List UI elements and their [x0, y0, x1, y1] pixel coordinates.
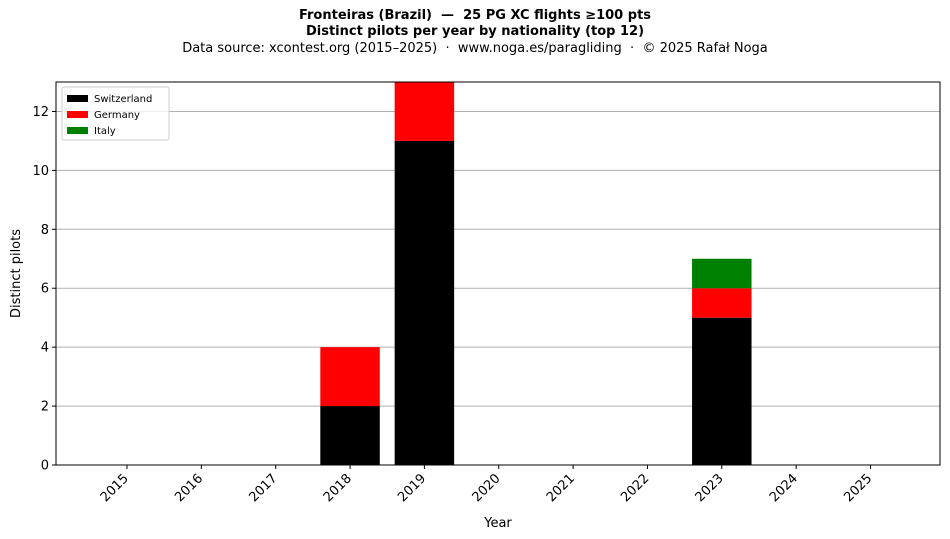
legend-label-italy: Italy — [94, 126, 116, 137]
chart-title-line-2: Distinct pilots per year by nationality … — [305, 24, 645, 39]
x-tick-label: 2020 — [470, 471, 504, 505]
legend-swatch-italy — [67, 127, 88, 134]
y-tick-label: 2 — [41, 400, 49, 415]
bar-italy-2023 — [692, 258, 752, 289]
x-tick-label: 2015 — [98, 471, 132, 505]
x-tick-label: 2019 — [395, 471, 429, 505]
y-tick-label: 6 — [41, 282, 49, 297]
grid-lines — [56, 110, 940, 407]
legend-label-germany: Germany — [94, 110, 140, 121]
legend-swatch-germany — [67, 111, 88, 118]
bar-germany-2018 — [320, 347, 380, 407]
y-tick-label: 12 — [32, 105, 49, 120]
legend: Switzerland Germany Italy — [61, 86, 170, 141]
y-axis-label: Distinct pilots — [9, 229, 24, 318]
bar-switzerland-2023 — [692, 317, 752, 465]
x-tick-label: 2016 — [172, 471, 206, 505]
x-tick-label: 2022 — [618, 471, 652, 505]
x-tick-label: 2017 — [247, 471, 281, 505]
y-tick-label: 0 — [41, 459, 49, 474]
bar-switzerland-2019 — [394, 140, 455, 465]
plot-frame — [55, 81, 941, 466]
chart-header: Fronteiras (Brazil) — 25 PG XC flights ≥… — [0, 8, 950, 57]
x-tick-label: 2025 — [841, 471, 875, 505]
y-axis-ticks: 0 2 4 6 8 10 12 — [32, 105, 56, 474]
x-tick-label: 2018 — [321, 471, 355, 505]
x-tick-label: 2024 — [767, 471, 801, 505]
x-axis-ticks: 2015 2016 2017 2018 2019 2020 2021 2022 2023 2024… — [98, 465, 875, 505]
y-tick-label: 8 — [41, 223, 49, 238]
legend-label-switzerland: Switzerland — [94, 94, 152, 105]
x-tick-label: 2023 — [693, 471, 727, 505]
chart-title-line-1: Fronteiras (Brazil) — 25 PG XC flights ≥… — [298, 8, 652, 23]
y-tick-label: 4 — [41, 341, 49, 356]
bar-germany-2023 — [692, 288, 752, 318]
chart-subtitle: Data source: xcontest.org (2015–2025) · … — [182, 41, 768, 56]
bar-germany-2019 — [394, 82, 455, 141]
legend-swatch-switzerland — [67, 95, 88, 102]
x-tick-label: 2021 — [544, 471, 578, 505]
bar-switzerland-2018 — [320, 406, 380, 465]
y-tick-label: 10 — [32, 164, 49, 179]
legend-box — [61, 86, 170, 141]
bars — [320, 82, 752, 465]
x-axis-label: Year — [483, 516, 512, 531]
